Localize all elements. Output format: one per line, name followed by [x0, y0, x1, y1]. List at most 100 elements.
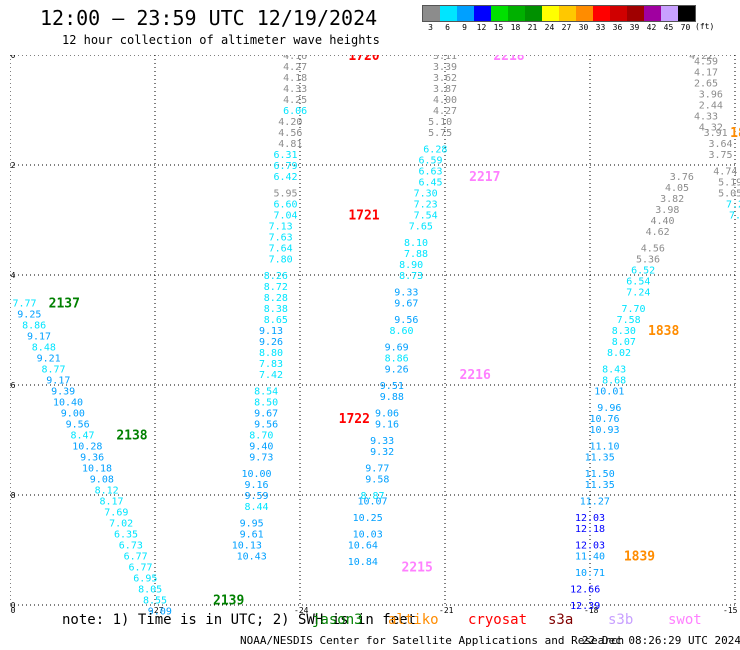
latitude-tick-label: -32	[10, 161, 16, 170]
wave-height-value: 4.00	[433, 95, 457, 106]
wave-height-value: 6.28	[423, 145, 447, 156]
wave-height-value: 9.96	[597, 403, 621, 414]
wave-height-value: 7.70	[621, 304, 645, 315]
wave-height-value: 8.26	[264, 271, 288, 282]
wave-height-value: 6.54	[626, 277, 650, 288]
wave-height-value: 5.10	[428, 117, 452, 128]
wave-height-value: 10.93	[589, 425, 619, 436]
wave-height-value: 9.32	[370, 447, 394, 458]
legend-tick: 70	[680, 23, 691, 32]
longitude-tick-label: -24	[294, 606, 309, 615]
legend-tick: 42	[646, 23, 657, 32]
wave-height-value: 10.13	[232, 541, 262, 552]
wave-height-value: 4.56	[641, 244, 665, 255]
wave-height-value: 5.95	[273, 189, 297, 200]
wave-height-value: 4.40	[650, 216, 674, 227]
wave-height-value: 9.56	[254, 420, 278, 431]
longitude-ticks: -30 -27 -24 -21 -18 -15	[10, 606, 738, 615]
wave-height-value: 3.39	[433, 62, 457, 73]
legend-tick: 24	[544, 23, 555, 32]
wave-height-value: 7.83	[259, 359, 283, 370]
wave-height-value: 11.35	[585, 453, 615, 464]
wave-height-value: 8.73	[399, 271, 423, 282]
wave-height-value: 9.25	[17, 310, 41, 321]
wave-height-value: 9.06	[375, 409, 399, 420]
wave-height-value: 8.50	[254, 398, 278, 409]
wave-height-value: 9.67	[254, 409, 278, 420]
wave-height-value: 3.62	[433, 73, 457, 84]
legend-swatch	[576, 6, 593, 21]
wave-height-value: 9.69	[385, 343, 409, 354]
wave-height-value: 10.76	[589, 414, 619, 425]
wave-height-value: 7.13	[269, 222, 293, 233]
wave-height-value: 7.	[729, 211, 740, 222]
wave-height-value: 4.25	[283, 95, 307, 106]
track-label: 2137	[49, 297, 80, 312]
wave-height-value: 8.38	[264, 304, 288, 315]
wave-height-value: 10.18	[82, 464, 112, 475]
track-label: 2216	[460, 368, 491, 383]
wave-height-value: 4.18	[283, 73, 307, 84]
wave-height-value: 7.64	[269, 244, 293, 255]
track-label: 1722	[339, 412, 370, 427]
legend-swatch	[661, 6, 678, 21]
wave-height-value: 9.16	[375, 420, 399, 431]
legend-swatches	[422, 5, 696, 22]
wave-height-value: 4.05	[665, 183, 689, 194]
wave-height-value: 3.76	[670, 172, 694, 183]
legend-swatch	[678, 6, 695, 21]
wave-height-value: 8.28	[264, 293, 288, 304]
wave-height-value: 9.56	[394, 315, 418, 326]
wave-height-map: -30 -32 -34 -36 -38 -40 -30 -27 -24 -21 -18 -15 4.…	[10, 55, 740, 615]
wave-height-value: 8.65	[264, 315, 288, 326]
wave-height-value: 4.81	[278, 139, 302, 150]
wave-height-value: 7.2	[726, 200, 740, 211]
legend-tick: 12	[476, 23, 487, 32]
wave-height-value: 8.05	[138, 585, 162, 596]
legend-swatch	[593, 6, 610, 21]
wave-height-value: 9.26	[385, 365, 409, 376]
wave-height-value: 9.61	[240, 530, 264, 541]
wave-height-value: 8.72	[264, 282, 288, 293]
wave-height-value: 5.75	[428, 128, 452, 139]
track-labels: 1720 1721 1722 2218 2217 2216 2215 2137 2138 2139…	[49, 55, 740, 609]
wave-height-value: 9.39	[51, 387, 75, 398]
legend-tick: 30	[578, 23, 589, 32]
wave-height-value: 8.77	[41, 365, 65, 376]
longitude-tick-label: -18	[584, 606, 599, 615]
wave-height-value: 7.23	[414, 200, 438, 211]
wave-height-value: 5.19	[718, 178, 740, 189]
legend-tick: 27	[561, 23, 572, 32]
wave-height-value: 9.26	[259, 337, 283, 348]
wave-height-value: 9.40	[249, 442, 273, 453]
wave-height-value: 12.66	[570, 585, 600, 596]
wave-height-value: 9.77	[365, 464, 389, 475]
wave-height-value: 8.44	[244, 502, 268, 513]
legend-tick: 6	[445, 23, 450, 32]
footer-credit: NOAA/NESDIS Center for Satellite Applica…	[240, 634, 625, 647]
wave-height-value: 8.07	[612, 337, 636, 348]
wave-height-value: 12.03	[575, 513, 605, 524]
wave-height-value: 12.39	[570, 601, 600, 612]
wave-height-value: 2.65	[694, 79, 718, 90]
longitude-tick-label: -21	[439, 606, 454, 615]
wave-height-value: 9.95	[240, 519, 264, 530]
wave-height-value: 9.21	[37, 354, 61, 365]
wave-height-value: 8.86	[385, 354, 409, 365]
wave-height-value: 8.55	[143, 596, 167, 607]
wave-height-value: 9.73	[249, 453, 273, 464]
wave-height-value: 7.88	[404, 249, 428, 260]
legend-swatch	[508, 6, 525, 21]
wave-height-value: 10.28	[72, 442, 102, 453]
wave-height-value: 9.00	[61, 409, 85, 420]
wave-height-value: 4.56	[278, 128, 302, 139]
wave-height-value: 8.12	[95, 486, 119, 497]
track-label: 2138	[116, 429, 147, 444]
wave-height-value: 8.80	[259, 348, 283, 359]
wave-height-value: 8.87	[360, 491, 384, 502]
legend-tick: 33	[595, 23, 606, 32]
legend-swatch	[644, 6, 661, 21]
wave-height-value: 9.08	[90, 475, 114, 486]
track-label: 2218	[493, 55, 524, 64]
latitude-tick-label: -30	[10, 55, 16, 60]
